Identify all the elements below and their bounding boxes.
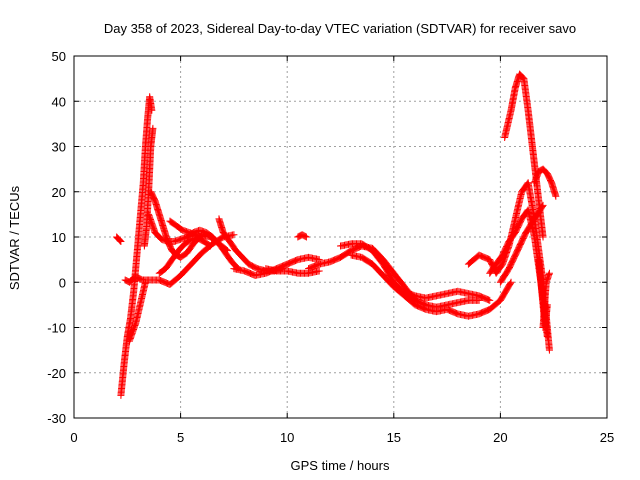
x-axis-label: GPS time / hours	[291, 458, 390, 473]
data-point	[539, 233, 547, 241]
data-point	[545, 269, 553, 277]
y-tick-label: -30	[47, 411, 66, 426]
data-point	[506, 279, 514, 287]
data-point	[230, 231, 238, 239]
data-point	[116, 237, 124, 245]
series-track-x	[539, 269, 553, 331]
data-point	[507, 278, 515, 286]
data-point	[301, 232, 309, 240]
series-track-i	[166, 217, 206, 241]
data-point	[198, 233, 206, 241]
data-point	[149, 124, 157, 132]
series-track-j	[215, 215, 287, 275]
y-tick-label: 0	[59, 275, 66, 290]
x-tick-label: 15	[387, 430, 401, 445]
chart-title: Day 358 of 2023, Sidereal Day-to-day VTE…	[104, 21, 576, 36]
data-point	[205, 241, 213, 249]
data-point	[315, 267, 323, 275]
series-track-b	[117, 93, 156, 399]
axis-ticks: 0 5 10 15 20 25 -30 -20 -10 0 10 20 30 40 50	[47, 49, 614, 445]
data-point	[545, 346, 553, 354]
series-track-d	[125, 278, 149, 345]
x-tick-label: 20	[493, 430, 507, 445]
gridlines	[74, 56, 607, 418]
x-tick-label: 0	[70, 430, 77, 445]
y-tick-label: 50	[52, 49, 66, 64]
data-marks	[113, 70, 560, 399]
series-track-c	[140, 124, 157, 250]
series-track-v	[531, 165, 560, 200]
x-tick-label: 25	[600, 430, 614, 445]
y-axis-label: SDTVAR / TECUs	[7, 185, 22, 290]
data-point	[485, 296, 493, 304]
x-tick-label: 5	[177, 430, 184, 445]
data-point	[148, 106, 156, 114]
data-point	[302, 233, 310, 241]
series-track-l	[262, 265, 323, 277]
series-track-q	[400, 287, 494, 304]
data-point	[538, 202, 546, 210]
y-tick-label: 30	[52, 140, 66, 155]
data-point	[539, 201, 547, 209]
x-tick-label: 10	[280, 430, 294, 445]
data-point	[206, 242, 214, 250]
series-track-f	[147, 188, 232, 261]
y-tick-label: 40	[52, 94, 66, 109]
y-tick-label: -20	[47, 366, 66, 381]
series-track-u	[496, 201, 547, 286]
y-tick-label: 10	[52, 230, 66, 245]
data-point	[115, 236, 123, 244]
series-track-m	[294, 231, 310, 241]
data-point	[486, 296, 494, 304]
data-point	[552, 192, 560, 200]
data-point	[543, 333, 551, 341]
series-track-a	[113, 233, 125, 246]
series-track-p	[347, 251, 515, 320]
y-tick-label: -10	[47, 321, 66, 336]
y-tick-label: 20	[52, 185, 66, 200]
data-point	[117, 238, 125, 246]
